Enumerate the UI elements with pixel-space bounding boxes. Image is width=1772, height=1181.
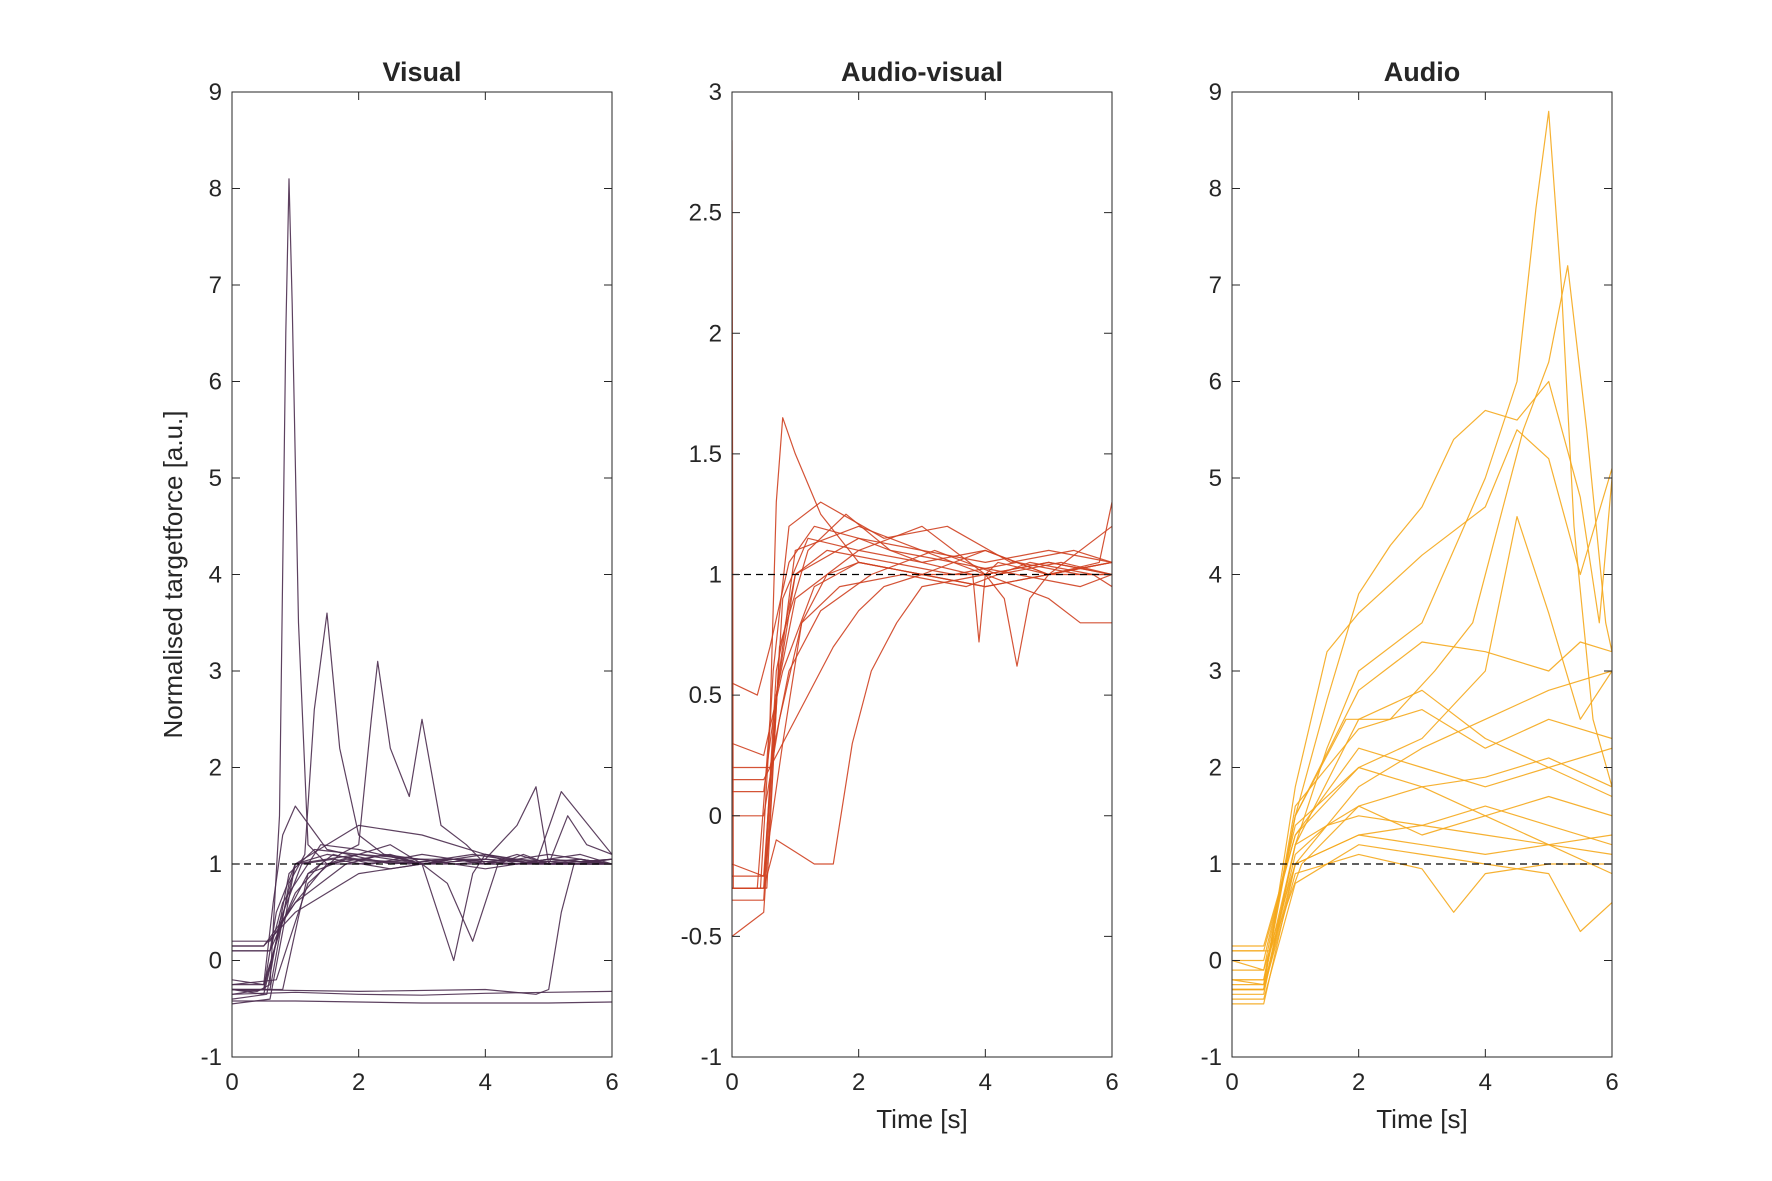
x-tick-label-audio-2: 2	[1352, 1069, 1365, 1096]
trace-visual-14	[232, 790, 612, 995]
x-tick-label-audio-0: 0	[1225, 1069, 1238, 1096]
trace-visual-11	[232, 853, 612, 942]
x-tick-label-audio-visual-4: 4	[979, 1069, 992, 1096]
plot-area-audio	[1232, 92, 1612, 1057]
trace-audio-14	[1232, 766, 1612, 962]
y-tick-label-audio-visual-1-5: 1.5	[689, 441, 722, 468]
y-tick-label-audio-0: 0	[1209, 948, 1222, 975]
y-tick-label-audio-5: 5	[1209, 465, 1222, 492]
x-tick-label-visual-2: 2	[352, 1069, 365, 1096]
y-tick-label-visual-7: 7	[209, 272, 222, 299]
x-tick-label-audio-visual-2: 2	[852, 1069, 865, 1096]
trace-audio-visual-9	[732, 525, 1112, 937]
trace-audio-visual-6	[732, 537, 1112, 877]
trace-audio-visual-11	[732, 525, 1112, 793]
trace-audio-visual-15	[732, 561, 1112, 817]
y-tick-label-audio-visual-0: 0	[709, 803, 722, 830]
y-tick-label-audio-1: -1	[1201, 1044, 1222, 1071]
y-tick-label-visual-0: 0	[209, 948, 222, 975]
y-tick-label-visual-8: 8	[209, 176, 222, 203]
y-tick-label-visual-1: -1	[201, 1044, 222, 1071]
panel-audio-visual: 0 2 4 6 -1 -0.5 0 0.5 1 1.5 2 2.5 3 Audio-visual Tim…	[681, 57, 1119, 1134]
trace-audio-3	[1232, 380, 1612, 981]
plot-area-visual	[232, 92, 612, 1057]
y-tick-label-visual-1: 1	[209, 851, 222, 878]
ticks-audio-visual: 0 2 4 6 -1 -0.5 0 0.5 1 1.5 2 2.5 3	[681, 79, 1119, 1096]
y-tick-label-audio-visual-2: 2	[709, 320, 722, 347]
trace-audio-visual-12	[732, 513, 1112, 889]
trace-audio-11	[1232, 844, 1612, 1000]
trace-audio-15	[1232, 708, 1612, 986]
x-tick-label-audio-visual-0: 0	[725, 1069, 738, 1096]
panel-title-audio-visual: Audio-visual	[841, 57, 1003, 87]
y-tick-label-audio-6: 6	[1209, 369, 1222, 396]
trace-audio-visual-10	[732, 501, 1112, 757]
y-tick-label-audio-visual-3: 3	[709, 79, 722, 106]
trace-audio-4	[1232, 429, 1612, 991]
x-tick-label-audio-visual-6: 6	[1105, 1069, 1118, 1096]
trace-visual-10	[232, 853, 612, 1000]
y-tick-label-audio-7: 7	[1209, 272, 1222, 299]
trace-audio-9	[1232, 757, 1612, 952]
y-tick-label-visual-6: 6	[209, 369, 222, 396]
trace-audio-17	[1232, 747, 1612, 947]
x-tick-label-audio-4: 4	[1479, 1069, 1492, 1096]
trace-audio-16	[1232, 805, 1612, 995]
y-tick-label-visual-5: 5	[209, 465, 222, 492]
y-tick-label-visual-9: 9	[209, 79, 222, 106]
trace-visual-18	[232, 844, 612, 952]
y-tick-label-visual-4: 4	[209, 562, 222, 589]
y-tick-label-audio-8: 8	[1209, 176, 1222, 203]
series-layer-audio	[1232, 110, 1612, 1005]
y-tick-label-audio-visual-2-5: 2.5	[689, 200, 722, 227]
trace-audio-18	[1232, 824, 1612, 1005]
trace-visual-19	[232, 805, 612, 986]
y-tick-label-audio-visual-0-5: 0.5	[689, 682, 722, 709]
y-tick-label-audio-9: 9	[1209, 79, 1222, 106]
x-axis-label-audio: Time [s]	[1376, 1104, 1467, 1134]
y-tick-label-audio-3: 3	[1209, 658, 1222, 685]
trace-visual-17	[232, 1000, 612, 1004]
y-tick-label-audio-4: 4	[1209, 562, 1222, 589]
trace-audio-13	[1232, 853, 1612, 991]
x-tick-label-visual-0: 0	[225, 1069, 238, 1096]
y-tick-label-audio-visual-1: 1	[709, 562, 722, 589]
x-axis-label-audio-visual: Time [s]	[876, 1104, 967, 1134]
x-tick-label-audio-6: 6	[1605, 1069, 1618, 1096]
trace-audio-visual-14	[732, 501, 1112, 889]
series-layer-audio-visual	[732, 140, 1112, 937]
y-tick-label-audio-2: 2	[1209, 755, 1222, 782]
trace-audio-visual-8	[732, 525, 1112, 696]
x-tick-label-visual-6: 6	[605, 1069, 618, 1096]
y-tick-label-visual-2: 2	[209, 755, 222, 782]
panel-title-audio: Audio	[1384, 57, 1460, 87]
y-axis-label: Normalised targetforce [a.u.]	[158, 410, 188, 738]
y-tick-label-audio-1: 1	[1209, 851, 1222, 878]
panel-title-visual: Visual	[382, 57, 461, 87]
y-tick-label-visual-3: 3	[209, 658, 222, 685]
trace-visual-16	[232, 990, 612, 996]
y-tick-label-audio-visual-0-5: -0.5	[681, 923, 722, 950]
y-tick-label-audio-visual-1: -1	[701, 1044, 722, 1071]
trace-visual-3	[232, 660, 612, 986]
x-tick-label-visual-4: 4	[479, 1069, 492, 1096]
